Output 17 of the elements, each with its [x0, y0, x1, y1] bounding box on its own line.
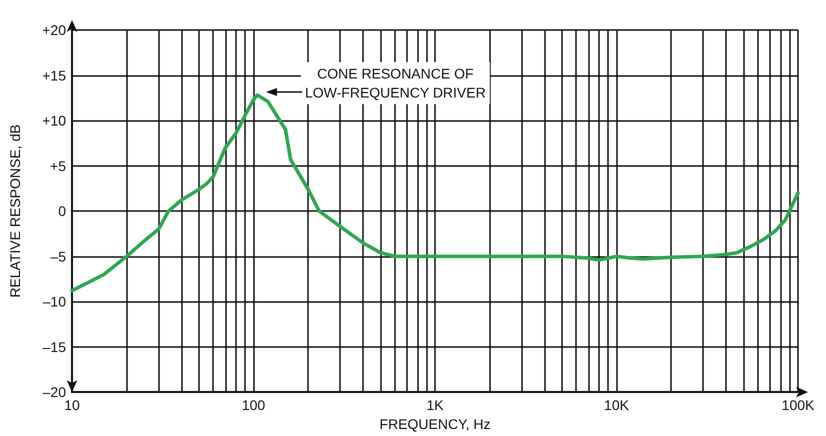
- x-tick-label: 10K: [604, 397, 630, 414]
- y-tick-label: +10: [42, 112, 66, 129]
- x-tick-label: 100: [242, 397, 266, 414]
- x-tick-label: 100K: [782, 397, 816, 414]
- x-axis-title: FREQUENCY, Hz: [380, 416, 490, 432]
- y-axis-title: RELATIVE RESPONSE, dB: [7, 124, 23, 298]
- y-tick-label: 0: [58, 203, 66, 220]
- annotation: CONE RESONANCE OF LOW-FREQUENCY DRIVER: [304, 66, 486, 101]
- y-tick-label: –5: [50, 248, 66, 264]
- y-tick-label: –20: [42, 384, 66, 400]
- y-tick-label: +5: [50, 158, 66, 174]
- y-tick-label: +20: [42, 22, 66, 38]
- x-tick-label: 10: [64, 397, 80, 414]
- x-tick-label: 1K: [426, 397, 444, 414]
- y-tick-label: –10: [42, 294, 66, 310]
- y-tick-label: +15: [42, 67, 66, 84]
- y-tick-label: –15: [42, 338, 66, 355]
